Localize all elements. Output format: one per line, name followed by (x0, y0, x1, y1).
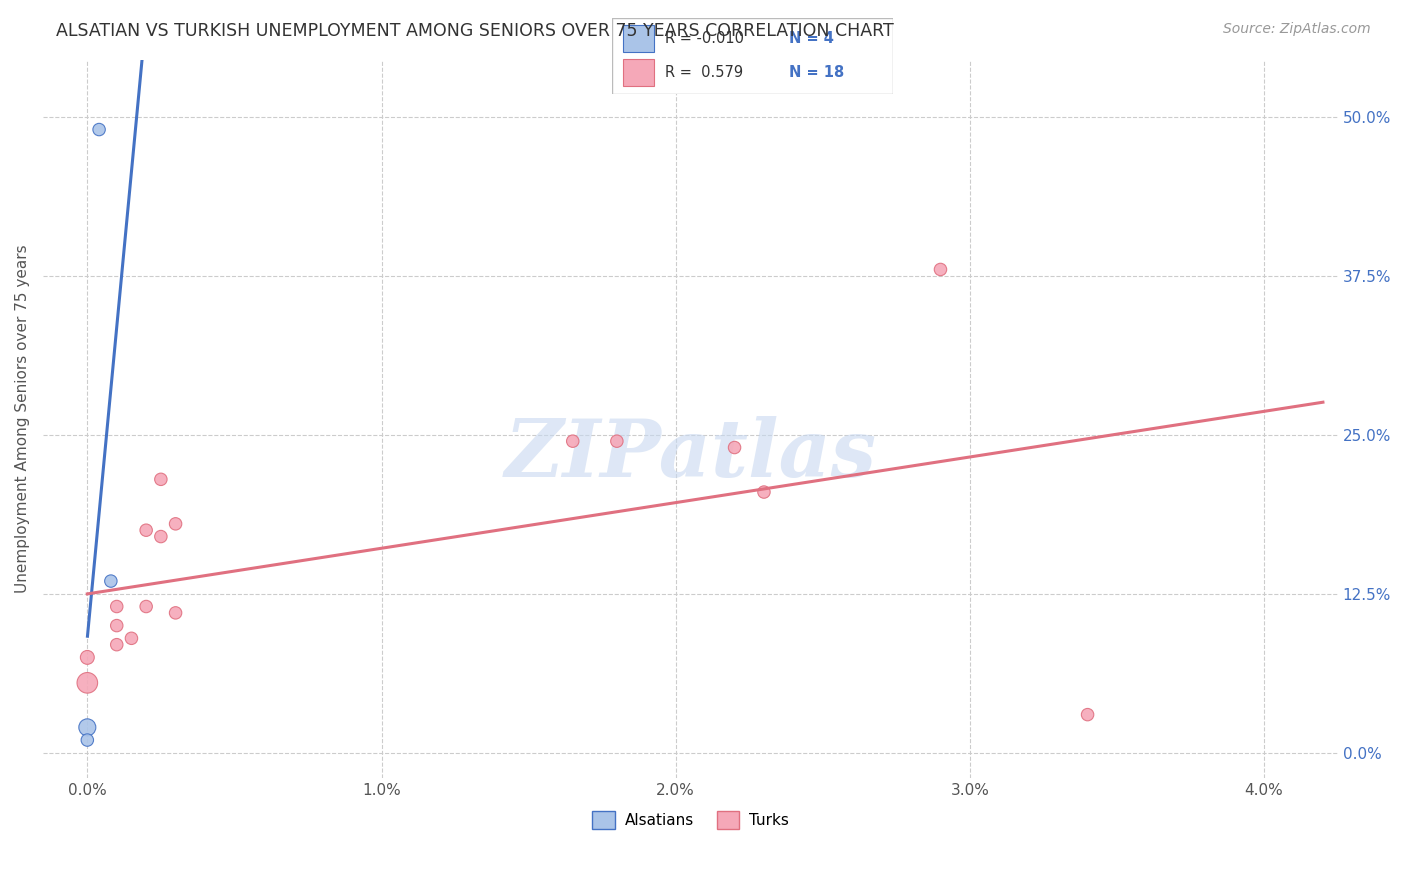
Text: R =  0.579: R = 0.579 (665, 65, 744, 80)
Point (105, 638, 128, 652)
FancyBboxPatch shape (612, 18, 893, 94)
Point (100, 574, 122, 588)
Text: Source: ZipAtlas.com: Source: ZipAtlas.com (1223, 22, 1371, 37)
Text: ALSATIAN VS TURKISH UNEMPLOYMENT AMONG SENIORS OVER 75 YEARS CORRELATION CHART: ALSATIAN VS TURKISH UNEMPLOYMENT AMONG S… (56, 22, 894, 40)
Legend: Alsatians, Turks: Alsatians, Turks (586, 805, 794, 835)
Point (105, 599, 128, 614)
Point (87, 122, 110, 136)
Point (929, 262, 952, 277)
Y-axis label: Unemployment Among Seniors over 75 years: Unemployment Among Seniors over 75 years (15, 244, 30, 593)
Point (165, 516, 187, 531)
Point (76, 650, 98, 665)
Point (76, 733, 98, 747)
Point (149, 530, 172, 544)
Point (135, 599, 157, 614)
Point (149, 472, 172, 486)
Point (120, 632, 142, 646)
Text: N = 4: N = 4 (789, 31, 834, 45)
Point (135, 523, 157, 537)
Text: ZIPatlas: ZIPatlas (505, 416, 876, 493)
Point (1077, 707, 1099, 722)
Point (723, 441, 745, 455)
Point (105, 618, 128, 632)
Point (76, 720, 98, 734)
Point (76, 676, 98, 690)
Point (165, 606, 187, 620)
Bar (623, 25, 654, 52)
Point (561, 434, 583, 449)
Text: R = -0.010: R = -0.010 (665, 31, 744, 45)
Text: N = 18: N = 18 (789, 65, 844, 80)
Bar (623, 59, 654, 87)
Point (606, 434, 628, 449)
Point (752, 485, 775, 500)
